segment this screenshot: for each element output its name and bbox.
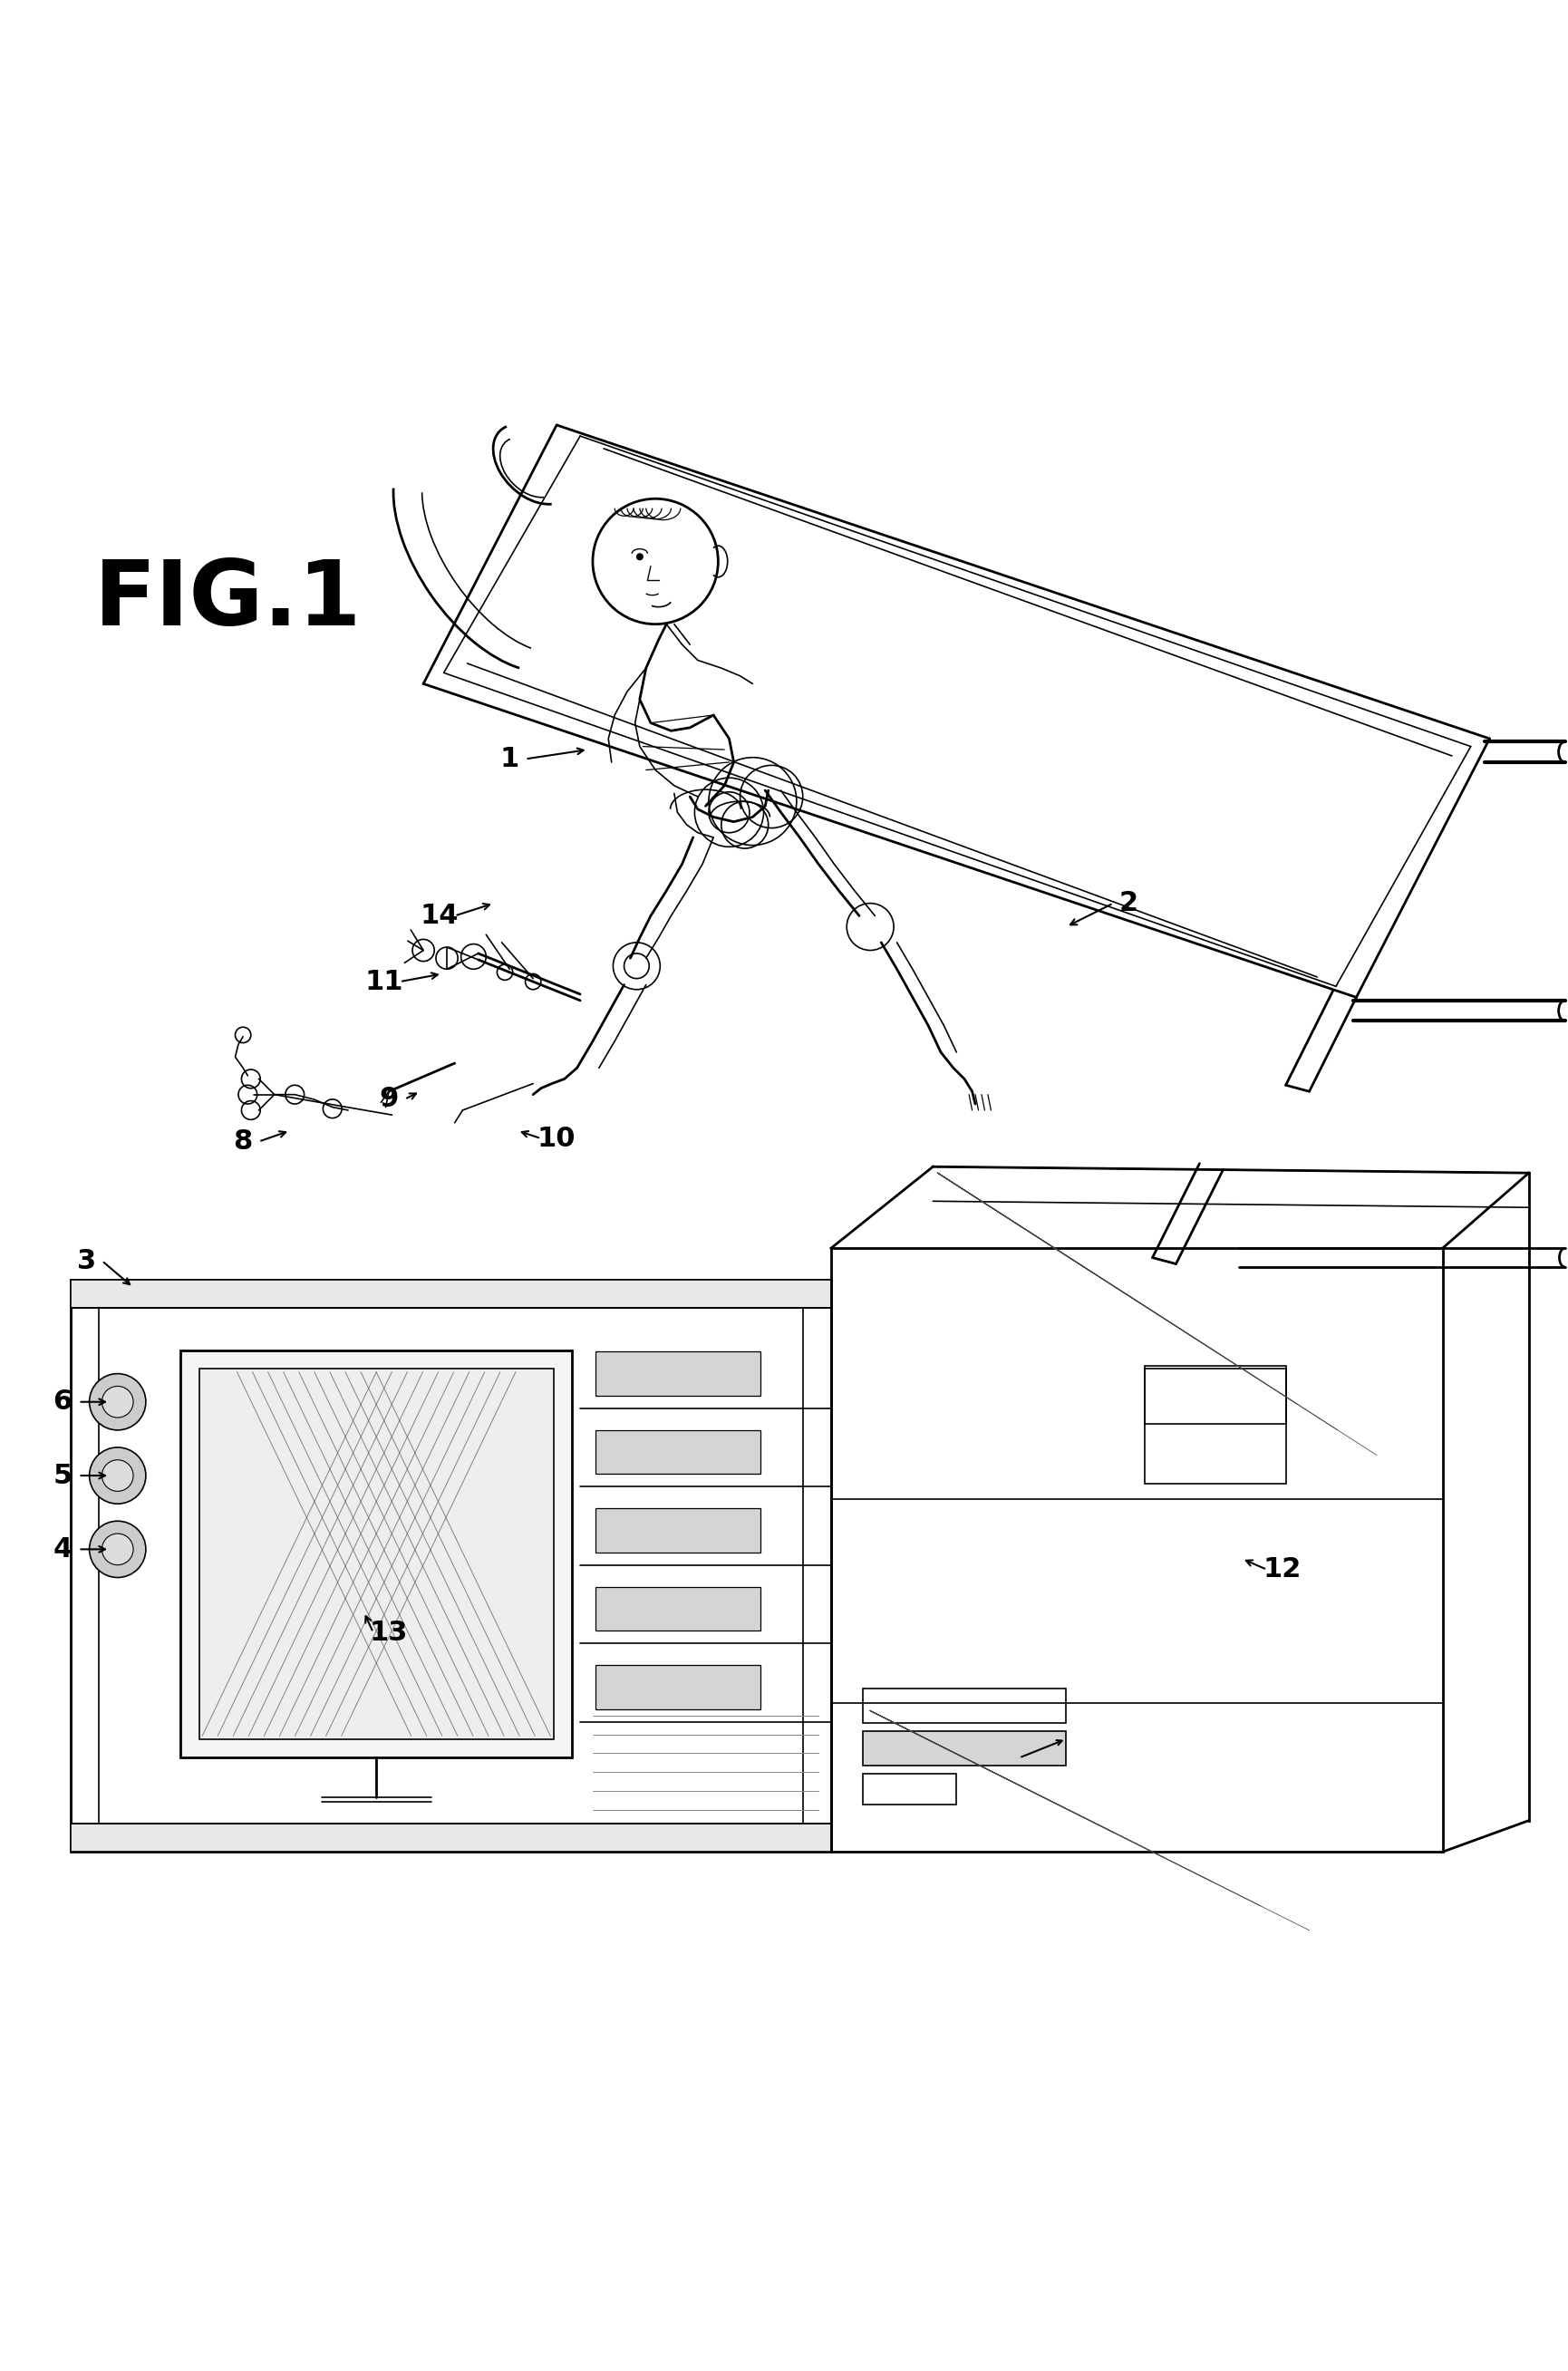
Text: 4: 4 [53,1536,72,1562]
Circle shape [102,1387,133,1418]
Circle shape [89,1373,146,1430]
Text: 6: 6 [53,1389,72,1415]
Bar [71,1280,831,1852]
Bar [199,1368,554,1738]
Bar [596,1351,760,1397]
Text: 1: 1 [500,747,519,773]
Bar [71,1280,831,1309]
Text: FIG.1: FIG.1 [94,557,362,645]
Bar [862,1688,1066,1724]
Bar [596,1586,760,1631]
Bar [831,1247,1443,1852]
Bar [71,1823,831,1852]
Text: 12: 12 [1264,1555,1301,1584]
Text: 2: 2 [1120,889,1138,918]
Text: 8: 8 [234,1129,252,1155]
Bar [862,1731,1066,1766]
Bar [596,1430,760,1475]
Circle shape [637,552,643,560]
Text: 14: 14 [420,903,458,929]
Text: 13: 13 [370,1619,408,1645]
Text: 9: 9 [379,1086,398,1112]
Text: 10: 10 [538,1126,575,1152]
Text: 5: 5 [53,1463,72,1489]
Bar [596,1664,760,1709]
Text: 3: 3 [77,1247,96,1273]
Circle shape [102,1461,133,1491]
Bar [1145,1366,1286,1484]
Bar [862,1774,956,1804]
Bar [180,1349,572,1757]
Circle shape [102,1534,133,1565]
Circle shape [89,1446,146,1503]
Bar [1145,1368,1286,1425]
Text: 11: 11 [365,967,403,996]
Bar [596,1508,760,1553]
Circle shape [89,1522,146,1577]
Bar [99,1309,803,1823]
